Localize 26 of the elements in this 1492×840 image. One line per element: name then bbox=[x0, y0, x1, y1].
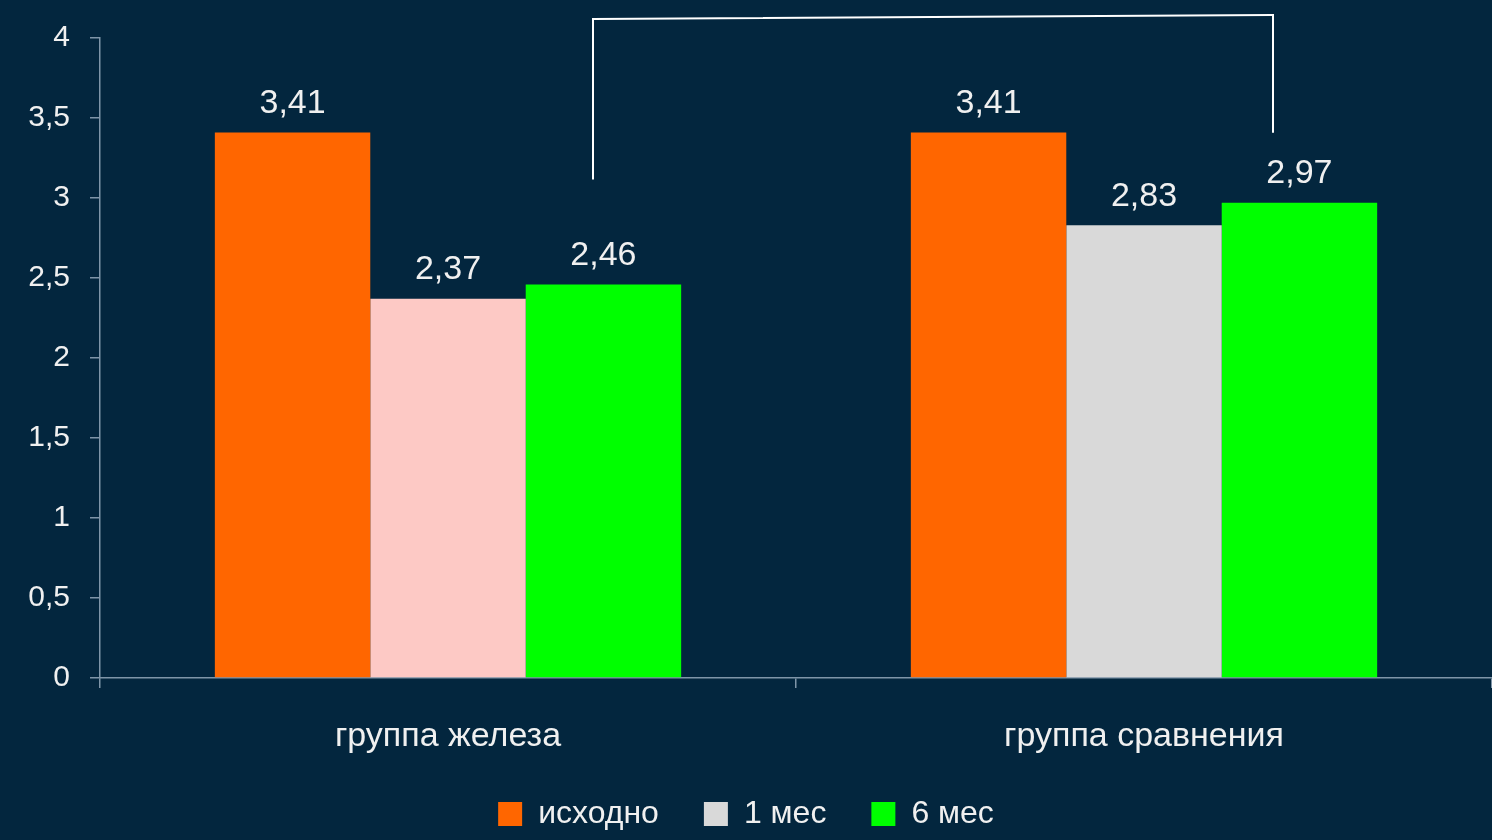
data-label: 3,41 bbox=[259, 81, 326, 120]
bar bbox=[525, 284, 682, 678]
data-label: 3,41 bbox=[955, 81, 1022, 120]
legend-label: 6 мес bbox=[911, 793, 994, 830]
data-label: 2,46 bbox=[570, 233, 637, 272]
bar bbox=[1221, 202, 1378, 678]
data-label: 2,97 bbox=[1266, 152, 1333, 191]
y-tick-label: 1 bbox=[53, 499, 70, 533]
y-tick-label: 3 bbox=[53, 179, 70, 213]
bar bbox=[910, 132, 1067, 678]
data-label: 2,83 bbox=[1110, 174, 1178, 213]
y-tick-label: 1,5 bbox=[28, 419, 70, 453]
bar bbox=[370, 298, 526, 678]
legend-label: исходно bbox=[538, 793, 659, 830]
y-tick-label: 2 bbox=[53, 339, 70, 373]
bar bbox=[1066, 225, 1222, 678]
x-tick-label: группа сравнения bbox=[1004, 714, 1284, 753]
y-tick-label: 0 bbox=[53, 659, 70, 693]
y-tick-label: 2,5 bbox=[28, 259, 70, 293]
bar bbox=[214, 132, 371, 678]
data-label: 2,37 bbox=[414, 248, 482, 287]
y-tick-label: 4 bbox=[53, 19, 70, 53]
legend-label: 1 мес bbox=[743, 793, 827, 830]
x-tick-label: группа железа bbox=[334, 714, 562, 753]
y-tick-label: 0,5 bbox=[28, 579, 70, 613]
y-tick-label: 3,5 bbox=[28, 99, 70, 133]
